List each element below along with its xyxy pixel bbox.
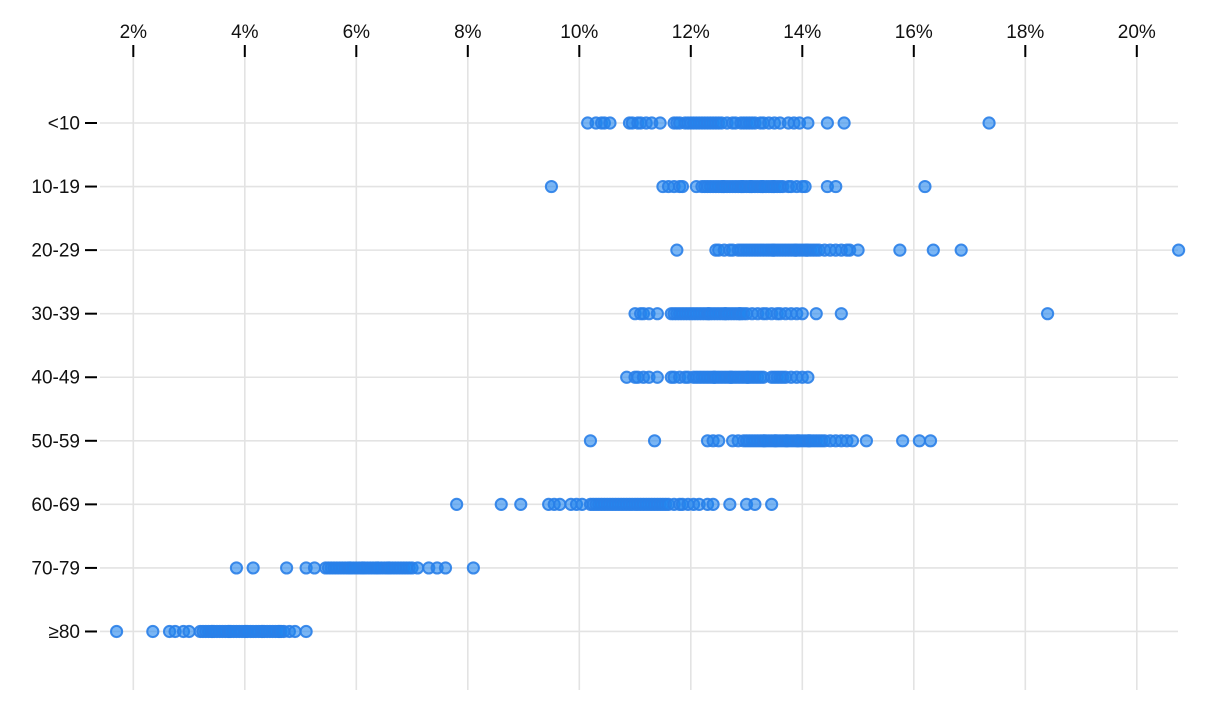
data-point <box>801 116 815 130</box>
dot-row <box>229 561 480 575</box>
x-tick-label: 4% <box>231 22 259 43</box>
data-point <box>307 561 322 575</box>
data-point <box>299 624 313 639</box>
data-point <box>893 243 907 257</box>
data-point <box>829 179 843 194</box>
data-point <box>918 179 932 194</box>
data-point <box>954 243 968 257</box>
dot-row <box>450 497 779 511</box>
data-point <box>896 434 910 448</box>
y-category-label: 30-39 <box>31 304 80 325</box>
data-point <box>146 624 160 639</box>
data-point <box>923 434 938 448</box>
data-point <box>1172 243 1186 257</box>
y-category-label: 60-69 <box>31 495 80 516</box>
data-point <box>553 497 567 511</box>
x-tick-label: 16% <box>895 22 933 43</box>
data-point <box>438 561 453 575</box>
y-category-label: 20-29 <box>31 241 80 262</box>
data-point <box>653 116 667 130</box>
data-point <box>982 116 996 130</box>
data-point <box>859 434 874 448</box>
data-point <box>229 561 244 575</box>
data-point <box>820 116 834 130</box>
x-tick-label: 20% <box>1118 22 1156 43</box>
data-point <box>712 434 726 448</box>
data-point <box>583 434 598 448</box>
data-point <box>798 179 812 194</box>
data-point <box>466 561 480 575</box>
data-point <box>514 497 528 511</box>
y-category-label: <10 <box>48 114 80 135</box>
y-axis-labels: <10 10-19 20-29 30-39 40-49 50-59 60-69 70-79 ≥8… <box>31 114 97 643</box>
data-point <box>182 624 196 639</box>
dot-row <box>620 370 815 384</box>
dot-row <box>628 307 1055 321</box>
dot-row <box>583 434 938 448</box>
dot-row <box>581 116 996 130</box>
dots-layer <box>109 116 1186 639</box>
data-point <box>544 179 559 194</box>
data-point <box>494 497 508 511</box>
data-point <box>650 307 664 321</box>
dot-row <box>670 243 1186 257</box>
data-point <box>795 307 809 321</box>
data-point <box>450 497 464 511</box>
data-point <box>926 243 940 257</box>
data-point <box>246 561 260 575</box>
data-point <box>809 307 823 321</box>
x-tick-label: 2% <box>120 22 148 43</box>
data-point <box>411 561 425 575</box>
data-point <box>706 497 720 511</box>
data-point <box>723 497 737 511</box>
y-category-label: ≥80 <box>48 622 80 643</box>
data-point <box>288 624 302 639</box>
data-point <box>765 497 779 511</box>
data-point <box>845 434 860 448</box>
data-point <box>603 116 617 130</box>
y-category-label: 40-49 <box>31 368 80 389</box>
y-category-label: 50-59 <box>31 431 80 452</box>
x-axis-ticks <box>132 45 1138 57</box>
data-point <box>837 116 851 130</box>
x-tick-label: 8% <box>454 22 482 43</box>
data-point <box>748 497 762 511</box>
data-point <box>834 307 848 321</box>
x-tick-label: 18% <box>1006 22 1044 43</box>
y-category-label: 70-79 <box>31 558 80 579</box>
data-point <box>670 243 684 257</box>
x-tick-label: 6% <box>343 22 371 43</box>
x-axis-labels: 2% 4% 6% 8% 10% 12% 14% 16% 18% 20% <box>120 22 1156 43</box>
data-point <box>801 370 815 384</box>
dot-row <box>544 179 932 194</box>
dot-row <box>109 624 313 639</box>
data-point <box>109 624 124 639</box>
data-point <box>647 434 662 448</box>
data-point <box>280 561 294 575</box>
x-tick-label: 10% <box>560 22 598 43</box>
x-tick-label: 12% <box>672 22 710 43</box>
data-point <box>650 370 664 384</box>
data-point <box>851 243 865 257</box>
data-point <box>1041 307 1055 321</box>
x-tick-label: 14% <box>783 22 821 43</box>
y-category-label: 10-19 <box>31 177 80 198</box>
data-point <box>675 179 690 194</box>
data-point <box>912 434 926 448</box>
